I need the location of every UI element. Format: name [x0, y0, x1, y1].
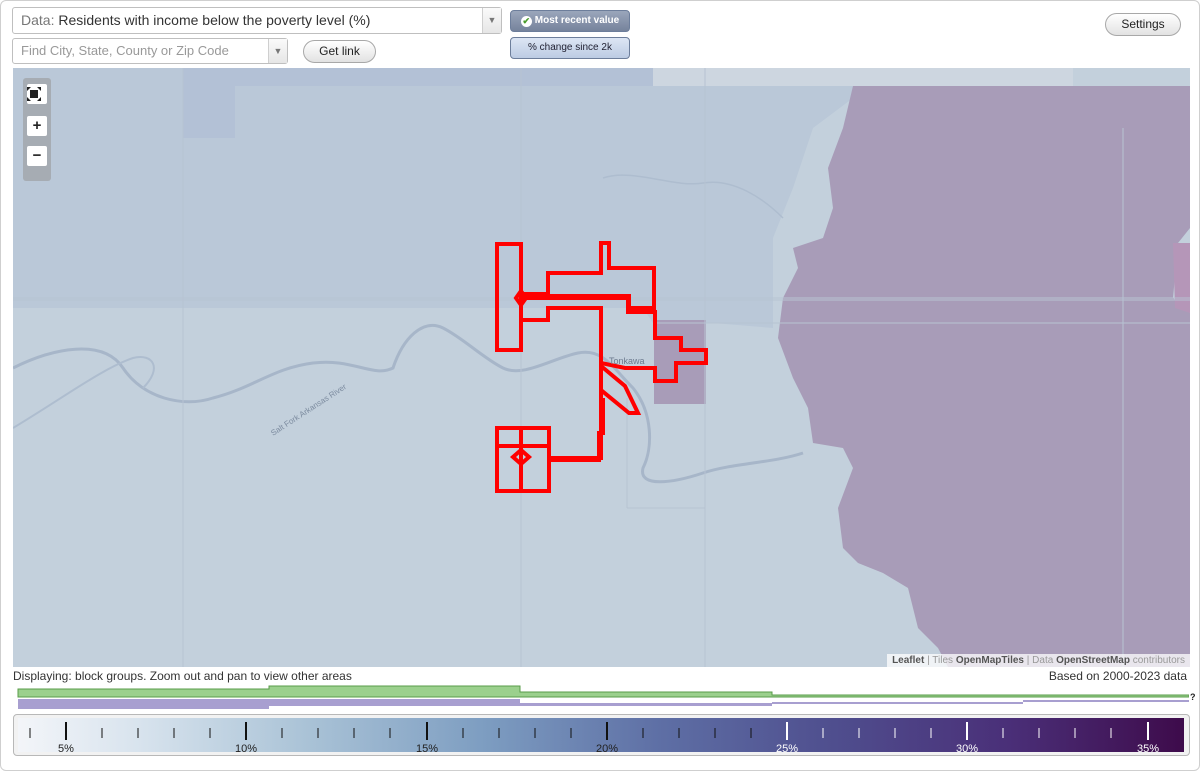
help-icon[interactable]: ? — [1190, 692, 1196, 702]
major-ticks — [65, 722, 1149, 740]
tiles-prefix: Tiles — [932, 655, 954, 666]
data-select-prefix: Data: — [21, 12, 55, 28]
openmaptiles-link[interactable]: OpenMapTiles — [955, 655, 1024, 666]
town-label: Tonkawa — [609, 356, 645, 366]
high-value-region — [778, 86, 1190, 667]
percent-change-button[interactable]: % change since 2k — [510, 37, 630, 59]
legend-color-ramp: 5% 10% 15% 20% 25% 30% 35% — [18, 718, 1184, 755]
light-value-region — [653, 68, 1073, 86]
river-line — [13, 356, 155, 429]
choropleth-map[interactable]: Tonkawa Salt Fork Arkansas River + − Lea… — [13, 68, 1190, 667]
displaying-note: Displaying: block groups. Zoom out and p… — [13, 669, 352, 683]
legend-ticks — [29, 722, 1149, 740]
chevron-down-icon[interactable]: ▼ — [482, 8, 501, 33]
legend-tick-label: 10% — [234, 743, 258, 755]
legend-tick-label: 25% — [775, 743, 799, 755]
river-line — [13, 323, 804, 484]
histogram-series-b — [18, 699, 1189, 709]
contributors-suffix: contributors — [1132, 655, 1185, 666]
mid-value-region — [13, 68, 1073, 328]
creek-line — [602, 174, 784, 219]
legend-tick-label: 20% — [595, 743, 619, 755]
data-select-value: Residents with income below the poverty … — [58, 12, 371, 28]
openstreetmap-link[interactable]: OpenStreetMap — [1056, 655, 1130, 666]
data-years-note: Based on 2000-2023 data — [1048, 669, 1187, 683]
color-legend: 5% 10% 15% 20% 25% 30% 35% — [13, 714, 1190, 756]
data-prefix: Data — [1032, 655, 1054, 666]
search-placeholder: Find City, State, County or Zip Code — [21, 43, 229, 58]
zoom-in-button[interactable]: + — [27, 116, 47, 136]
location-search-input[interactable]: Find City, State, County or Zip Code ▼ — [12, 38, 288, 64]
fit-bounds-icon[interactable] — [27, 84, 47, 104]
most-recent-label: Most recent value — [534, 15, 620, 26]
leaflet-link[interactable]: Leaflet — [892, 655, 925, 666]
legend-tick-label: 30% — [955, 743, 979, 755]
check-icon: ✔ — [520, 16, 532, 27]
legend-tick-label: 35% — [1136, 743, 1160, 755]
settings-button[interactable]: Settings — [1105, 13, 1181, 36]
legend-tick-label: 5% — [58, 743, 74, 755]
selected-area-outline — [495, 241, 708, 493]
minor-ticks — [29, 728, 752, 738]
map-attribution: Leaflet | Tiles OpenMapTiles | Data Open… — [887, 654, 1190, 667]
map-canvas[interactable]: Tonkawa Salt Fork Arkansas River — [13, 68, 1190, 667]
minor-ticks-light — [822, 728, 1112, 738]
get-link-button[interactable]: Get link — [303, 40, 376, 63]
mid-value-region — [183, 68, 653, 138]
zoom-control: + − — [23, 78, 51, 181]
legend-tick-label: 15% — [415, 743, 439, 755]
distribution-histogram — [17, 685, 1189, 709]
chevron-down-icon[interactable]: ▼ — [268, 39, 287, 63]
high-value-region — [1173, 243, 1190, 313]
zoom-out-button[interactable]: − — [27, 146, 47, 166]
histogram-series-a — [17, 685, 1189, 698]
data-variable-select[interactable]: Data: Residents with income below the po… — [12, 7, 502, 34]
most-recent-value-button[interactable]: ✔ Most recent value — [510, 10, 630, 32]
